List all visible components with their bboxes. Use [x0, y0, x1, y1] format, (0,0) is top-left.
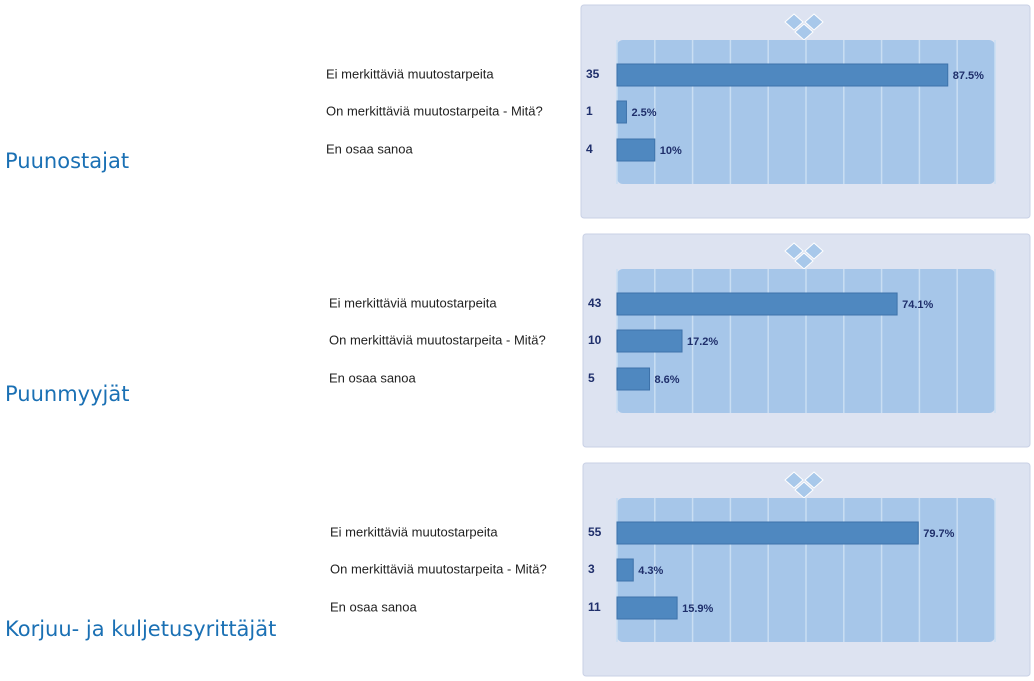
decoration: [784, 242, 804, 260]
category-label: On merkittäviä muutostarpeita - Mitä?: [326, 103, 543, 118]
count-label: 10: [588, 333, 602, 347]
bar: [616, 558, 634, 582]
value-label: 74.1%: [902, 299, 933, 311]
bar: [616, 521, 919, 545]
decoration: [784, 471, 804, 489]
bar: [616, 367, 651, 391]
bar: [616, 596, 678, 620]
category-label: En osaa sanoa: [330, 599, 418, 614]
count-label: 43: [588, 296, 602, 310]
category-label: En osaa sanoa: [329, 370, 417, 385]
value-label: 4.3%: [638, 565, 663, 577]
decoration: [804, 13, 824, 31]
category-label: Ei merkittäviä muutostarpeita: [326, 66, 494, 81]
count-label: 4: [586, 142, 593, 156]
group-title: Korjuu- ja kuljetusyrittäjät: [5, 617, 276, 641]
count-label: 5: [588, 371, 595, 385]
category-label: On merkittäviä muutostarpeita - Mitä?: [330, 561, 547, 576]
value-label: 2.5%: [631, 107, 656, 119]
value-label: 17.2%: [687, 336, 718, 348]
group-title: Puunostajat: [5, 149, 129, 173]
category-label: Ei merkittäviä muutostarpeita: [330, 524, 498, 539]
value-label: 8.6%: [655, 374, 680, 386]
value-label: 10%: [660, 145, 682, 157]
group-title: Puunmyyjät: [5, 382, 129, 406]
value-label: 15.9%: [682, 603, 713, 615]
bar: [616, 292, 898, 316]
value-label: 87.5%: [953, 70, 984, 82]
bar: [616, 138, 656, 162]
count-label: 1: [586, 104, 593, 118]
decoration: [784, 13, 804, 31]
count-label: 35: [586, 67, 600, 81]
bar: [616, 329, 683, 353]
count-label: 3: [588, 562, 595, 576]
decoration: [804, 471, 824, 489]
category-label: On merkittäviä muutostarpeita - Mitä?: [329, 332, 546, 347]
category-label: Ei merkittäviä muutostarpeita: [329, 295, 497, 310]
category-label: En osaa sanoa: [326, 141, 414, 156]
bar: [616, 100, 627, 124]
count-label: 55: [588, 525, 602, 539]
bar: [616, 63, 949, 87]
value-label: 79.7%: [923, 528, 954, 540]
decoration: [804, 242, 824, 260]
count-label: 11: [588, 600, 601, 614]
